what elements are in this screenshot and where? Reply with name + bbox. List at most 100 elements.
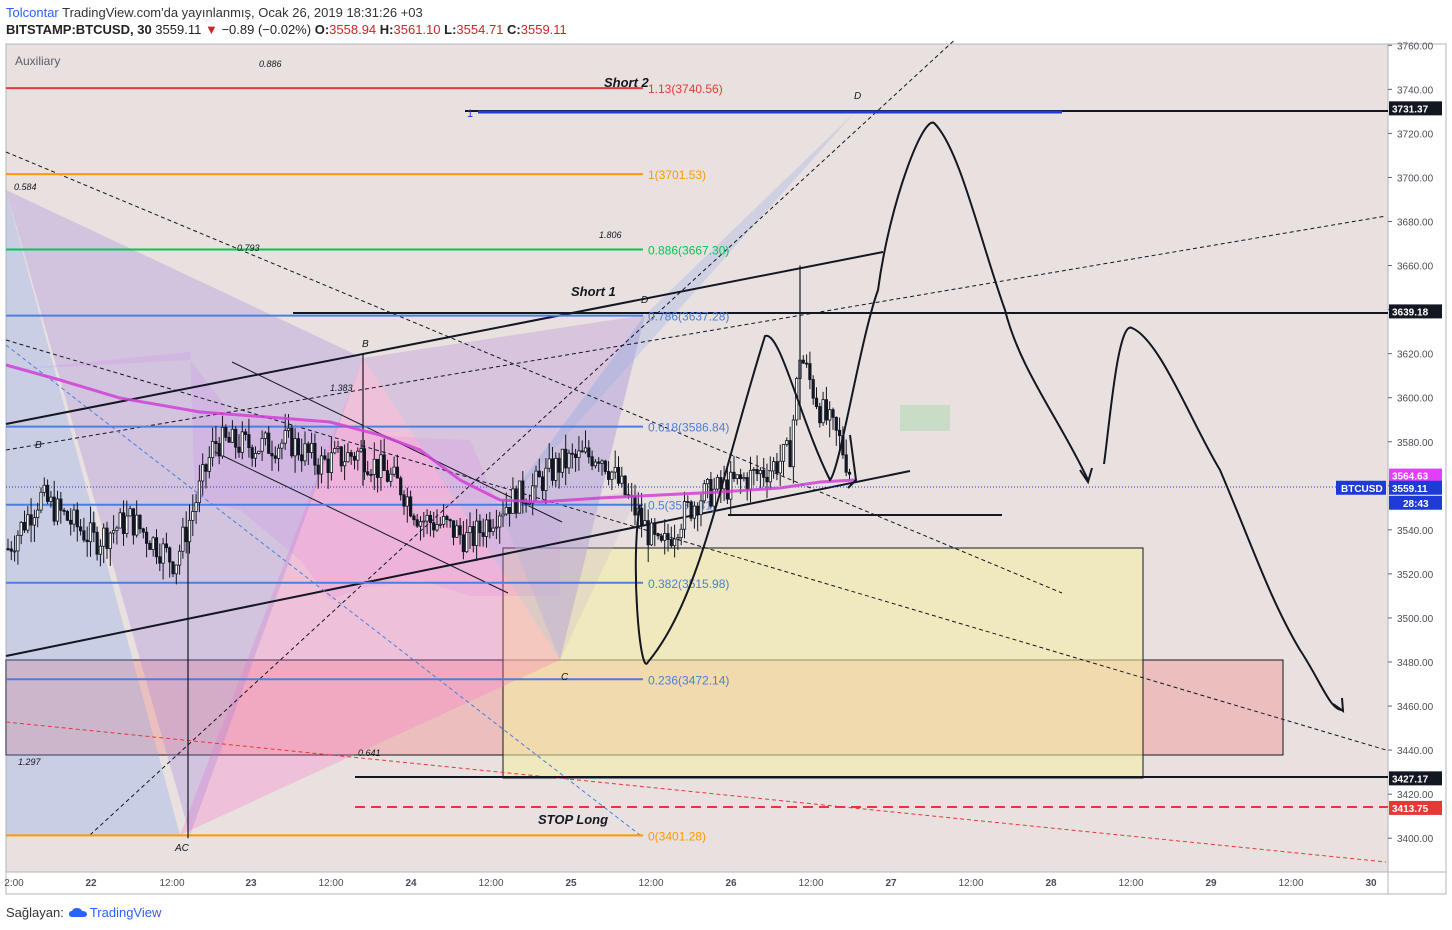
candle-body xyxy=(646,520,650,546)
candle-body xyxy=(319,455,324,475)
candle-body xyxy=(544,467,548,491)
candle-body xyxy=(339,446,343,467)
price-chart[interactable]: 1.13(3740.56) 1(3701.53) 0.886(3667.30) 0.7… xyxy=(0,40,1452,900)
candle-body xyxy=(131,508,135,536)
time-tick-label: 27 xyxy=(885,878,897,889)
candle-body xyxy=(92,522,96,533)
candle-body xyxy=(9,548,13,552)
close-label: C: xyxy=(507,22,521,37)
candle-body xyxy=(600,460,604,464)
price-label-box xyxy=(1389,800,1442,815)
candle-body xyxy=(263,432,268,439)
candle-body xyxy=(42,484,46,493)
symbol-tag-box xyxy=(1336,480,1386,495)
level-one-label: 1 xyxy=(467,108,473,120)
flag-bottom xyxy=(214,451,509,594)
price-tick-label: 3600.00 xyxy=(1397,394,1434,405)
candle-body xyxy=(745,477,749,490)
candle-body xyxy=(438,523,442,526)
candle-body xyxy=(663,533,667,541)
candle-body xyxy=(577,450,581,458)
candle-body xyxy=(352,455,357,461)
trade-zones xyxy=(5,352,1284,779)
candle-body xyxy=(805,362,809,365)
time-tick-label: 12:00 xyxy=(638,878,663,889)
candle-body xyxy=(323,455,327,460)
tradingview-cloud-icon xyxy=(68,908,87,917)
candle-body xyxy=(105,527,109,549)
candle-body xyxy=(517,480,522,514)
candle-body xyxy=(346,452,350,463)
author-link[interactable]: Tolcontar xyxy=(6,5,59,20)
candle-body xyxy=(428,515,433,524)
candle-body xyxy=(560,448,565,473)
candle-body xyxy=(415,519,419,527)
candle-body xyxy=(729,471,733,500)
candle-body xyxy=(739,474,743,480)
candle-body xyxy=(115,527,119,531)
candle-body xyxy=(290,427,294,457)
candle-body xyxy=(392,466,396,475)
candle-body xyxy=(174,564,178,575)
candle-body xyxy=(811,379,815,399)
candle-body xyxy=(85,539,89,543)
forecast-path-2 xyxy=(1103,326,1343,711)
dashed-ascending xyxy=(89,40,956,836)
ratio-label: 0.584 xyxy=(14,182,37,192)
candle-body xyxy=(112,530,116,534)
candle-body xyxy=(382,454,386,471)
candle-body xyxy=(399,477,403,496)
candle-body xyxy=(570,452,574,455)
time-tick-label: 2:00 xyxy=(4,878,24,889)
candle-body xyxy=(458,525,462,536)
low-value: 3554.71 xyxy=(456,22,504,37)
open-label: O: xyxy=(314,22,330,37)
candle-body xyxy=(838,429,842,436)
candle-body xyxy=(59,498,63,511)
candle-body xyxy=(564,448,568,469)
candle-body xyxy=(715,477,720,490)
pattern-xab xyxy=(6,190,363,835)
price-label-text: 3559.11 xyxy=(1392,484,1428,495)
candle-body xyxy=(65,511,69,521)
cloud-box xyxy=(900,405,950,431)
candle-body xyxy=(95,531,99,555)
candle-body xyxy=(46,484,50,502)
forecast-arrow-2 xyxy=(1332,697,1345,714)
candle-body xyxy=(768,470,772,483)
price-label-box xyxy=(1389,480,1442,495)
candle-body xyxy=(610,471,614,480)
candle-body xyxy=(725,479,730,500)
candle-body xyxy=(461,534,466,553)
open-value: 3558.94 xyxy=(329,22,377,37)
change-value: −0.89 (−0.02%) xyxy=(221,22,312,37)
tradingview-link[interactable]: TradingView xyxy=(89,905,162,920)
candle-body xyxy=(240,431,244,453)
candle-body xyxy=(16,534,20,552)
time-axis[interactable]: 2:00 22 12:00 23 12:00 24 12:00 25 12:00 26 12:00 2… xyxy=(4,878,1377,889)
candle-body xyxy=(102,527,106,547)
candle-body xyxy=(379,454,383,478)
candle-body xyxy=(395,466,400,479)
candle-body xyxy=(441,516,446,525)
pattern-point-label: C xyxy=(561,672,569,683)
candle-body xyxy=(69,519,73,525)
candle-body xyxy=(336,446,340,449)
candle-body xyxy=(712,488,716,507)
candle-body xyxy=(88,522,93,543)
candle-body xyxy=(847,471,852,475)
candle-body xyxy=(286,427,291,431)
time-tick-label: 12:00 xyxy=(159,878,184,889)
price-tick-label: 3540.00 xyxy=(1397,526,1434,537)
candle-body xyxy=(359,448,363,452)
candle-body xyxy=(191,511,195,521)
price-tick-label: 3440.00 xyxy=(1397,746,1434,757)
candle-body xyxy=(448,519,452,522)
candle-body xyxy=(253,453,258,459)
candle-body xyxy=(187,519,192,543)
candle-body xyxy=(494,526,499,529)
candle-body xyxy=(161,543,165,564)
candle-body xyxy=(643,520,647,526)
pattern-point-label: B xyxy=(35,440,42,451)
candle-body xyxy=(689,501,693,519)
